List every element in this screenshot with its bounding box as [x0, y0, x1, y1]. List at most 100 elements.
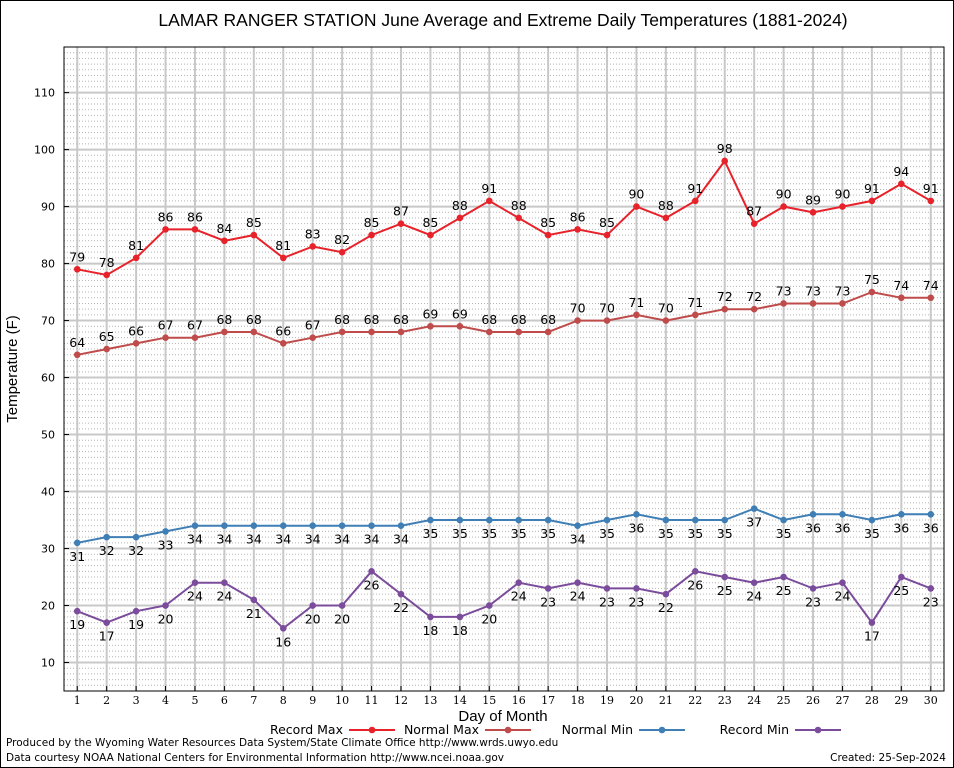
record-min-data-label: 17	[99, 629, 115, 644]
record-min-point	[603, 585, 611, 592]
record-max-data-label: 82	[334, 232, 350, 247]
record-min-point	[279, 625, 287, 632]
normal-max-data-label: 73	[776, 283, 792, 298]
legend-label: Record Min	[720, 722, 789, 737]
legend-item-normal-min: Normal Min	[562, 722, 685, 737]
normal-max-point	[250, 328, 258, 336]
record-min-point	[162, 602, 169, 609]
normal-max-point	[515, 328, 523, 336]
normal-max-data-label: 75	[864, 272, 880, 287]
record-min-point	[692, 568, 699, 575]
normal-max-point	[191, 334, 199, 341]
record-max-data-label: 79	[69, 249, 85, 264]
record-min-point	[427, 613, 434, 621]
record-min-point	[309, 602, 316, 609]
normal-max-point	[692, 311, 699, 319]
record-min-point	[544, 585, 552, 592]
footer-produced-by: Produced by the Wyoming Water Resources …	[6, 737, 559, 749]
legend-label: Normal Max	[404, 722, 479, 737]
record-min-data-label: 25	[776, 583, 792, 598]
normal-min-data-label: 36	[628, 520, 644, 535]
record-max-point	[692, 197, 699, 205]
normal-max-data-label: 70	[658, 301, 674, 316]
normal-max-point	[368, 328, 375, 336]
record-min-point	[898, 573, 905, 581]
normal-max-point	[397, 328, 405, 336]
normal-max-data-label: 71	[687, 295, 703, 310]
legend-item-record-max: Record Max	[270, 722, 395, 737]
record-min-point	[780, 573, 787, 581]
record-min-point	[132, 607, 140, 615]
normal-min-data-label: 34	[187, 532, 203, 547]
normal-min-point	[927, 511, 935, 518]
record-min-point	[574, 579, 581, 587]
normal-max-point	[574, 317, 581, 324]
record-max-data-label: 94	[893, 164, 909, 179]
legend-item-normal-max: Normal Max	[404, 722, 531, 737]
y-tick-label: 90	[41, 201, 55, 214]
x-tick-label: 29	[894, 694, 908, 707]
y-tick-label: 100	[34, 144, 55, 157]
record-max-point	[603, 231, 611, 239]
record-max-data-label: 87	[393, 204, 409, 219]
record-max-data-label: 91	[481, 181, 497, 196]
normal-max-data-label: 74	[923, 278, 939, 293]
record-max-data-label: 81	[275, 238, 291, 253]
normal-max-data-label: 66	[128, 323, 144, 338]
normal-max-data-label: 68	[481, 312, 497, 327]
record-max-point	[898, 180, 905, 188]
record-max-data-label: 91	[923, 181, 939, 196]
record-min-data-label: 25	[893, 583, 909, 598]
normal-max-data-label: 70	[599, 301, 615, 316]
normal-min-point	[279, 522, 287, 530]
data-labels: 79 78 81 86 86 84 85 81 83 82 85 87 85 88 91 88 85 86 85 90…	[69, 141, 938, 649]
y-tick-label: 20	[41, 600, 55, 613]
record-min-data-label: 23	[805, 594, 821, 609]
normal-max-data-label: 68	[511, 312, 527, 327]
normal-max-point	[780, 300, 787, 307]
normal-max-data-label: 66	[275, 323, 291, 338]
normal-max-line	[77, 291, 931, 356]
record-max-data-label: 91	[864, 181, 880, 196]
normal-max-data-label: 67	[305, 318, 321, 333]
normal-max-point	[898, 294, 905, 302]
record-max-point	[662, 214, 670, 222]
normal-min-data-label: 35	[511, 526, 527, 541]
record-min-data-label: 23	[540, 594, 556, 609]
record-min-data-label: 26	[687, 577, 703, 592]
record-min-data-label: 26	[364, 577, 380, 592]
normal-min-data-label: 34	[305, 532, 321, 547]
normal-max-point	[662, 317, 670, 324]
record-max-point	[279, 254, 287, 262]
normal-min-point	[662, 516, 670, 524]
x-tick-label: 5	[191, 694, 198, 707]
record-max-data-label: 90	[628, 187, 644, 202]
x-tick-label: 17	[541, 694, 555, 707]
normal-min-point	[603, 516, 611, 524]
normal-min-data-label: 33	[158, 537, 174, 552]
x-tick-label: 7	[250, 694, 257, 707]
record-min-data-label: 20	[305, 612, 321, 627]
record-max-data-label: 85	[540, 215, 556, 230]
normal-min-data-label: 35	[422, 526, 438, 541]
record-min-point	[368, 568, 375, 575]
normal-min-point	[250, 522, 258, 530]
normal-max-data-label: 68	[216, 312, 232, 327]
normal-min-point	[809, 511, 817, 518]
record-min-data-label: 23	[923, 594, 939, 609]
normal-min-point	[221, 522, 228, 530]
record-min-data-label: 21	[246, 606, 262, 621]
x-tick-label: 9	[309, 694, 316, 707]
record-max-point	[515, 214, 523, 222]
x-tick-label: 13	[423, 694, 437, 707]
record-min-point	[839, 579, 846, 587]
record-max-point	[868, 197, 876, 205]
normal-min-point	[73, 539, 81, 547]
x-tick-label: 8	[280, 694, 287, 707]
record-min-data-label: 24	[570, 589, 586, 604]
grid-lines	[64, 46, 944, 692]
normal-min-data-label: 34	[216, 532, 232, 547]
normal-max-point	[456, 322, 464, 330]
